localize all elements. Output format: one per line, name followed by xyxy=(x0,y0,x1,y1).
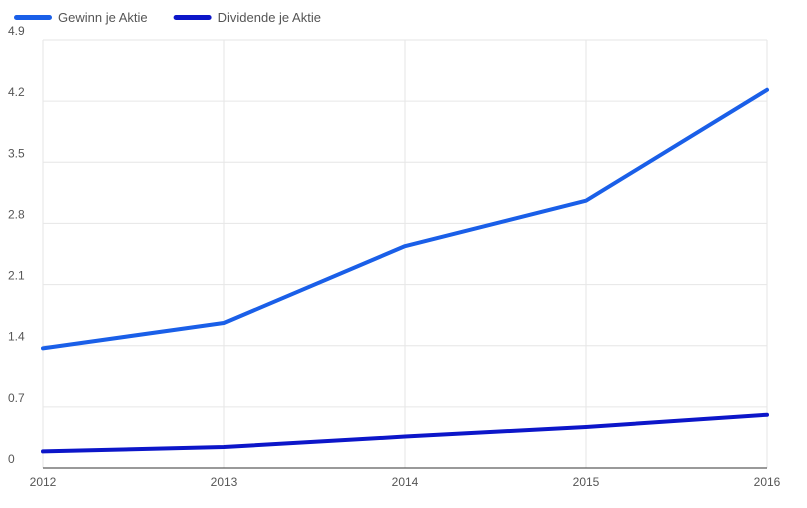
grid xyxy=(42,39,768,468)
axes: 0 0.7 1.4 2.1 2.8 3.5 4.2 4.9 2012 2013 2014 2015 20… xyxy=(8,24,781,489)
legend-label: Gewinn je Aktie xyxy=(58,10,148,25)
legend-item-1[interactable]: Gewinn je Aktie xyxy=(14,10,148,25)
y-tick-label: 4.9 xyxy=(8,24,25,38)
x-tick-label: 2016 xyxy=(754,475,781,489)
legend-item-2[interactable]: Dividende je Aktie xyxy=(173,10,321,25)
legend-swatch xyxy=(14,15,52,20)
y-tick-label: 4.2 xyxy=(8,85,25,99)
legend[interactable]: Gewinn je Aktie Dividende je Aktie xyxy=(14,10,321,25)
legend-label: Dividende je Aktie xyxy=(218,10,321,25)
y-tick-label: 0.7 xyxy=(8,391,25,405)
legend-swatch xyxy=(173,15,212,20)
series-lines xyxy=(41,87,769,454)
y-tick-label: 2.1 xyxy=(8,269,25,283)
x-tick-label: 2014 xyxy=(392,475,419,489)
x-tick-label: 2015 xyxy=(573,475,600,489)
series-line-1[interactable] xyxy=(41,87,769,351)
y-tick-label: 3.5 xyxy=(8,146,25,160)
y-tick-label: 2.8 xyxy=(8,207,25,221)
x-tick-label: 2012 xyxy=(30,475,57,489)
x-tick-label: 2013 xyxy=(211,475,238,489)
y-tick-label: 1.4 xyxy=(8,330,25,344)
y-tick-label: 0 xyxy=(8,452,15,466)
series-line-2[interactable] xyxy=(41,412,769,454)
